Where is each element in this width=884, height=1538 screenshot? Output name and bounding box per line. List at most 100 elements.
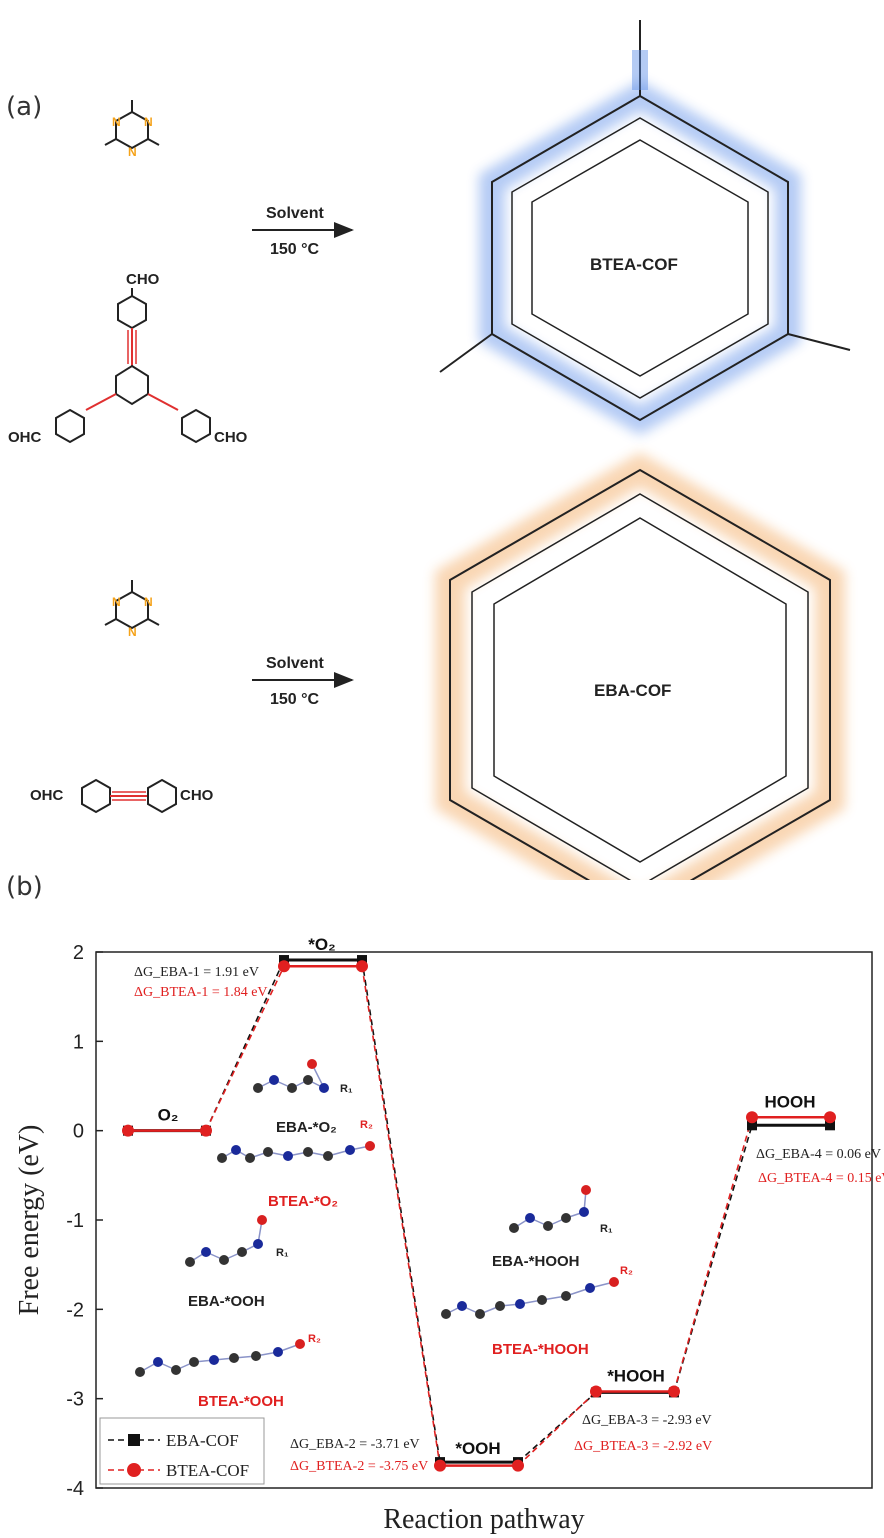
atom [229,1353,239,1363]
atom [171,1365,181,1375]
chart-axes: 2 1 0 -1 -2 -3 -4 Free energy (eV) Reaction path… [14,942,873,1535]
reaction-scheme: N N N CHO OHC CHO Solvent 150 °C BTEA-CO… [8,20,851,880]
annotation-eba-3: ΔG_EBA-3 = -2.93 eV [582,1413,712,1428]
atom [543,1221,553,1231]
substituent-label: R₁ [600,1223,613,1235]
state-label: *HOOH [607,1367,665,1386]
data-point-circle [824,1111,836,1124]
data-point-circle [746,1111,758,1124]
atom [609,1277,619,1287]
y-tick-label: -4 [66,1478,84,1500]
connector-line [361,966,441,1466]
atom [515,1299,525,1309]
svg-text:N: N [128,625,137,639]
chart-structures: EBA-*O₂ BTEA-*O₂ EBA-*OOH BTEA-*OOH EBA-*HOO… [135,1059,633,1410]
substituent-label: R₁ [340,1083,353,1095]
y-tick-label: 1 [73,1031,84,1053]
legend-label: BTEA-COF [166,1461,249,1480]
annotation-btea-1: ΔG_BTEA-1 = 1.84 eV [134,985,268,1000]
svg-text:N: N [128,145,137,159]
connector-line [517,1390,597,1467]
data-point-square [357,955,367,966]
atom [525,1213,535,1223]
legend-box [99,1417,265,1485]
connector-line [205,965,285,1132]
connector-line [673,1125,753,1393]
di-aldehyde-monomer: OHC CHO [30,778,214,814]
structure-label-btea-hooh: BTEA-*HOOH [492,1341,589,1358]
atom [263,1147,273,1157]
atom [287,1083,297,1093]
atom [273,1347,283,1357]
chart-legend: EBA-COF BTEA-COF [99,1417,265,1485]
eba-cof-label: EBA-COF [594,681,671,700]
svg-text:N: N [144,595,153,609]
structure-label-eba-o2: EBA-*O₂ [276,1119,337,1136]
eba-cof-framework: EBA-COF [435,452,845,880]
structure-label-eba-hooh: EBA-*HOOH [492,1253,580,1270]
data-point-circle [434,1459,446,1472]
atom [153,1357,163,1367]
y-tick-label: -2 [66,1299,84,1321]
legend-marker-circle [127,1463,141,1477]
svg-text:CHO: CHO [180,787,214,804]
atom [307,1059,317,1069]
panel-b-label: (b) [6,872,43,902]
free-energy-chart: 2 1 0 -1 -2 -3 -4 Free energy (eV) Reaction path… [14,935,884,1535]
tri-aldehyde-monomer: CHO OHC CHO [8,271,248,446]
atom [295,1339,305,1349]
atom [245,1153,255,1163]
atom [579,1207,589,1217]
atom [251,1351,261,1361]
btea-cof-framework: BTEA-COF [439,20,851,436]
triazine-n: N [112,115,121,129]
annotation-eba-4: ΔG_EBA-4 = 0.06 eV [756,1147,881,1162]
atom [209,1355,219,1365]
atom [457,1301,467,1311]
chart-annotations: ΔG_EBA-1 = 1.91 eV ΔG_BTEA-1 = 1.84 eV ΔG_… [134,965,884,1474]
atom [345,1145,355,1155]
state-label: *OOH [455,1439,500,1458]
data-point-circle [278,960,290,973]
triazine-monomer-top: N N N [104,100,160,159]
data-point-circle [668,1385,680,1398]
atom [585,1283,595,1293]
data-point-square [747,1120,757,1131]
annotation-btea-2: ΔG_BTEA-2 = -3.75 eV [290,1459,428,1474]
atom [441,1309,451,1319]
triazine-monomer-bottom: N N N [104,580,160,639]
atom [237,1247,247,1257]
y-tick-label: 2 [73,942,84,964]
svg-text:CHO: CHO [126,271,160,288]
state-label: HOOH [765,1092,816,1111]
data-point-circle [356,960,368,973]
connector-line [517,1391,597,1463]
legend-label: EBA-COF [166,1431,239,1450]
atom [135,1367,145,1377]
svg-text:N: N [112,595,121,609]
atom [253,1083,263,1093]
annotation-eba-1: ΔG_EBA-1 = 1.91 eV [134,965,259,980]
svg-text:150 °C: 150 °C [270,241,320,258]
connector-line [673,1117,753,1392]
substituent-label: R₁ [276,1247,289,1259]
atom [217,1153,227,1163]
substituent-label: R₂ [620,1265,633,1277]
substituent-label: R₂ [308,1333,321,1345]
atom [303,1147,313,1157]
reaction-arrow-top: Solvent 150 °C [252,205,354,258]
atom [283,1151,293,1161]
state-label: O₂ [158,1106,179,1125]
atom [365,1141,375,1151]
substituent-label: R₂ [360,1119,373,1131]
atom [219,1255,229,1265]
annotation-eba-2: ΔG_EBA-2 = -3.71 eV [290,1437,420,1452]
structure-label-btea-ooh: BTEA-*OOH [198,1393,284,1410]
atom [561,1213,571,1223]
atom [257,1215,267,1225]
data-point-circle [122,1124,134,1137]
atom [303,1075,313,1085]
x-axis-label: Reaction pathway [383,1504,584,1535]
reaction-arrow-bottom: Solvent 150 °C [252,655,354,708]
svg-text:N: N [144,115,153,129]
